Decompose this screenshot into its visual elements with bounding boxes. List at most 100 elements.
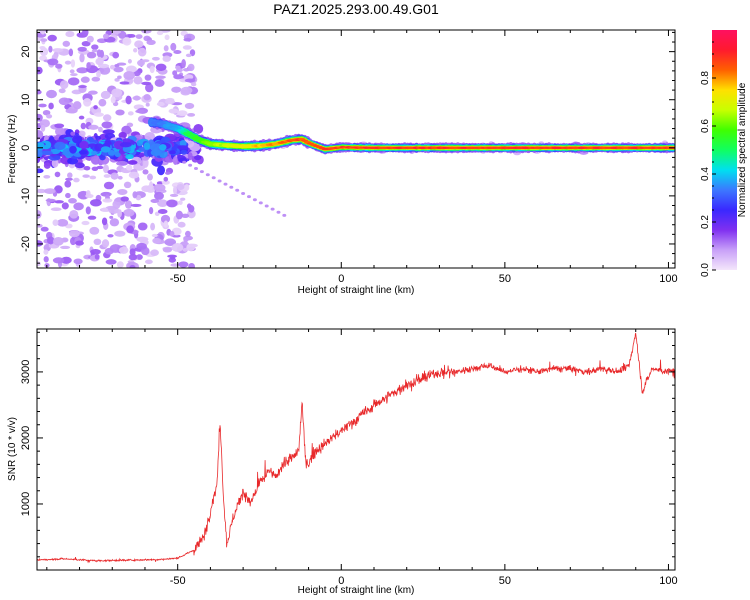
noise-blob bbox=[137, 222, 148, 231]
noise-blob bbox=[54, 141, 66, 151]
noise-blob bbox=[102, 198, 113, 203]
noise-blob bbox=[270, 207, 275, 211]
noise-blob bbox=[91, 44, 99, 50]
colorbar-tick-label: 0.0 bbox=[700, 263, 711, 277]
noise-blob bbox=[119, 142, 132, 148]
noise-blob bbox=[132, 95, 141, 101]
noise-blob bbox=[39, 47, 49, 57]
noise-blob bbox=[145, 83, 154, 93]
noise-blob bbox=[118, 131, 127, 139]
noise-blob bbox=[163, 45, 169, 52]
colorbar-tick-label: 0.4 bbox=[700, 167, 711, 181]
noise-blob bbox=[137, 47, 147, 57]
noise-blob bbox=[151, 233, 158, 238]
noise-blob bbox=[40, 226, 49, 232]
noise-blob bbox=[86, 51, 97, 59]
noise-blob bbox=[135, 109, 145, 114]
noise-blob bbox=[155, 75, 166, 79]
noise-blob bbox=[107, 234, 114, 238]
noise-blob bbox=[42, 109, 51, 116]
snr-line bbox=[37, 332, 675, 564]
noise-blob bbox=[127, 111, 134, 116]
noise-blob bbox=[123, 181, 132, 189]
y-tick-label: -10 bbox=[20, 188, 32, 204]
noise-blob bbox=[127, 34, 136, 38]
noise-blob bbox=[40, 150, 53, 156]
noise-blob bbox=[46, 114, 53, 119]
spectrogram-ylabel: Frequency (Hz) bbox=[7, 115, 18, 184]
spectrogram-panel: -50 0 50 100 -20 -10 0 10 20 Height of straight … bbox=[7, 29, 678, 296]
noise-blob bbox=[46, 89, 57, 99]
snr-plot-area bbox=[37, 329, 675, 570]
noise-blob bbox=[159, 144, 167, 151]
x-tick-label: -50 bbox=[170, 273, 186, 285]
noise-blob bbox=[79, 53, 85, 63]
noise-blob bbox=[43, 174, 51, 179]
noise-blob bbox=[181, 59, 186, 68]
noise-blob bbox=[97, 126, 103, 133]
noise-blob bbox=[122, 37, 132, 46]
noise-blob bbox=[182, 160, 187, 164]
noise-blob bbox=[133, 76, 143, 85]
spectrogram-xlabel: Height of straight line (km) bbox=[298, 285, 415, 296]
noise-blob bbox=[185, 53, 192, 58]
noise-blob bbox=[69, 145, 77, 154]
noise-blob bbox=[156, 30, 164, 36]
noise-blob bbox=[94, 253, 100, 260]
noise-blob bbox=[116, 261, 124, 268]
noise-blob bbox=[79, 140, 89, 150]
noise-blob bbox=[264, 204, 269, 208]
noise-blob bbox=[132, 191, 138, 199]
noise-blob bbox=[118, 246, 129, 254]
noise-blob bbox=[102, 129, 115, 135]
noise-blob bbox=[38, 103, 47, 108]
x-tick-label: 100 bbox=[659, 575, 677, 587]
noise-blob bbox=[170, 263, 180, 267]
y-tick-label: 10 bbox=[20, 94, 32, 106]
noise-blob bbox=[61, 202, 69, 210]
noise-blob bbox=[169, 193, 179, 197]
noise-blob bbox=[193, 123, 204, 134]
noise-blob bbox=[211, 176, 216, 180]
noise-blob bbox=[144, 131, 156, 141]
noise-blob bbox=[87, 215, 97, 220]
noise-blob bbox=[146, 39, 156, 46]
noise-blob bbox=[73, 258, 83, 265]
noise-blob bbox=[58, 97, 70, 106]
noise-blob bbox=[65, 108, 78, 114]
noise-blob bbox=[129, 248, 136, 256]
noise-blob bbox=[70, 131, 76, 136]
noise-blob bbox=[101, 239, 110, 248]
noise-blob bbox=[56, 218, 69, 227]
noise-blob bbox=[180, 197, 186, 201]
noise-blob bbox=[68, 48, 74, 57]
noise-blob bbox=[48, 102, 54, 110]
noise-blob bbox=[70, 73, 78, 77]
noise-blob bbox=[74, 162, 85, 169]
x-tick-label: 50 bbox=[499, 273, 511, 285]
noise-blob bbox=[59, 80, 69, 89]
noise-blob bbox=[154, 211, 160, 217]
noise-blob bbox=[184, 78, 196, 83]
noise-blob bbox=[183, 236, 189, 243]
noise-blob bbox=[109, 218, 120, 227]
noise-blob bbox=[150, 222, 156, 231]
noise-blob bbox=[70, 59, 76, 68]
noise-blob bbox=[103, 174, 111, 178]
noise-blob bbox=[101, 121, 113, 129]
noise-blob bbox=[37, 142, 45, 151]
noise-blob bbox=[50, 148, 61, 155]
noise-blob bbox=[178, 200, 183, 205]
x-tick-label: 50 bbox=[499, 575, 511, 587]
noise-blob bbox=[150, 198, 160, 203]
colorbar-ticks: 0.0 0.2 0.4 0.6 0.8 bbox=[700, 41, 716, 277]
noise-blob bbox=[72, 101, 82, 110]
noise-blob bbox=[152, 237, 162, 244]
noise-blob bbox=[40, 124, 46, 132]
noise-blob bbox=[127, 59, 132, 64]
noise-blob bbox=[120, 196, 129, 202]
noise-blob bbox=[125, 95, 132, 105]
noise-blob bbox=[194, 167, 198, 170]
noise-blob bbox=[128, 171, 140, 179]
noise-blob bbox=[54, 200, 64, 204]
